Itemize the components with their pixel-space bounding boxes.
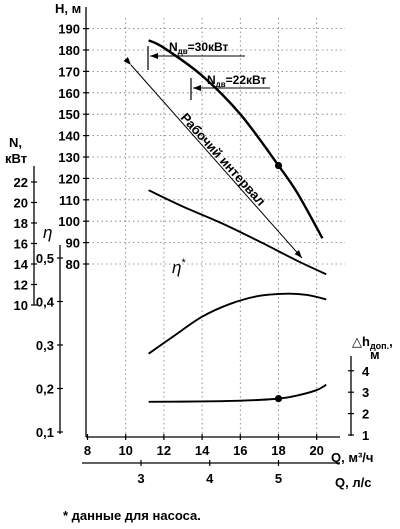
head-tick-label: 100 (58, 214, 80, 229)
power-axis-title-unit: кВт (5, 151, 27, 166)
eff-tick-label: 0,5 (36, 251, 54, 266)
head-tick-label: 90 (66, 236, 80, 251)
npsh-tick-label: 2 (362, 407, 369, 422)
head-tick-label: 80 (66, 257, 80, 272)
head-tick-label: 140 (58, 129, 80, 144)
head-tick-label: 170 (58, 64, 80, 79)
motor-30kw-annotation: Nдв=30кВт (147, 40, 245, 70)
head-tick-label: 150 (58, 107, 80, 122)
eff-tick-label: 0,2 (36, 382, 54, 397)
head-curve-point (274, 161, 283, 170)
power-tick-label: 16 (14, 237, 28, 252)
chart-footnote: * данные для насоса. (63, 508, 201, 523)
motor-22kw-label: Nдв=22кВт (207, 73, 267, 89)
power-tick-label: 12 (14, 278, 28, 293)
npsh-tick-label: 3 (362, 385, 369, 400)
q-m3h-tick-label: 8 (84, 443, 91, 458)
power-tick-label: 20 (14, 196, 28, 211)
power-tick-label: 10 (14, 298, 28, 313)
power-tick-label: 14 (14, 257, 29, 272)
head-curve (148, 39, 324, 239)
head-tick-label: 190 (58, 22, 80, 37)
eff-axis-title: η (43, 223, 52, 242)
chart-tick-labels: 8090100110120130140150160170180190101214… (14, 22, 370, 486)
q-ls-tick-label: 3 (137, 471, 144, 486)
q-ls-tick-label: 5 (275, 471, 282, 486)
motor-30kw-label: Nдв=30кВт (169, 40, 229, 56)
eff-tick-label: 0,1 (36, 425, 54, 440)
q-m3h-tick-label: 18 (271, 443, 285, 458)
q-ls-axis-title: Q, л/с (335, 475, 371, 490)
power-tick-label: 22 (14, 175, 28, 190)
head-axis-title: H, м (55, 1, 81, 16)
head-tick-label: 160 (58, 86, 80, 101)
q-m3h-tick-label: 20 (309, 443, 323, 458)
operating-range-arrow (123, 57, 303, 259)
power-axis-title-n: N, (9, 135, 22, 150)
npsh-tick-label: 4 (362, 364, 370, 379)
efficiency-curve-label: η* (172, 257, 186, 277)
q-ls-tick-label: 4 (206, 471, 214, 486)
operating-range-label: Рабочий интервал (178, 110, 269, 209)
q-m3h-tick-label: 10 (118, 443, 132, 458)
npsh-curve-point (274, 395, 283, 403)
head-tick-label: 110 (59, 193, 80, 208)
power-tick-label: 18 (14, 216, 28, 231)
q-m3h-tick-label: 14 (195, 443, 210, 458)
head-tick-label: 120 (58, 171, 80, 186)
eff-tick-label: 0,3 (36, 338, 54, 353)
npsh-curve (148, 383, 327, 403)
eff-tick-label: 0,4 (36, 295, 55, 310)
head-tick-label: 130 (58, 150, 80, 165)
q-m3h-axis-title: Q, м³/ч (331, 450, 373, 465)
q-m3h-tick-label: 12 (157, 443, 171, 458)
npsh-tick-label: 1 (362, 428, 369, 443)
npsh-axis-unit: м (370, 347, 380, 362)
q-m3h-tick-label: 16 (233, 443, 247, 458)
efficiency-curve (148, 292, 327, 355)
head-tick-label: 180 (58, 43, 80, 58)
chart-axes (31, 7, 354, 466)
